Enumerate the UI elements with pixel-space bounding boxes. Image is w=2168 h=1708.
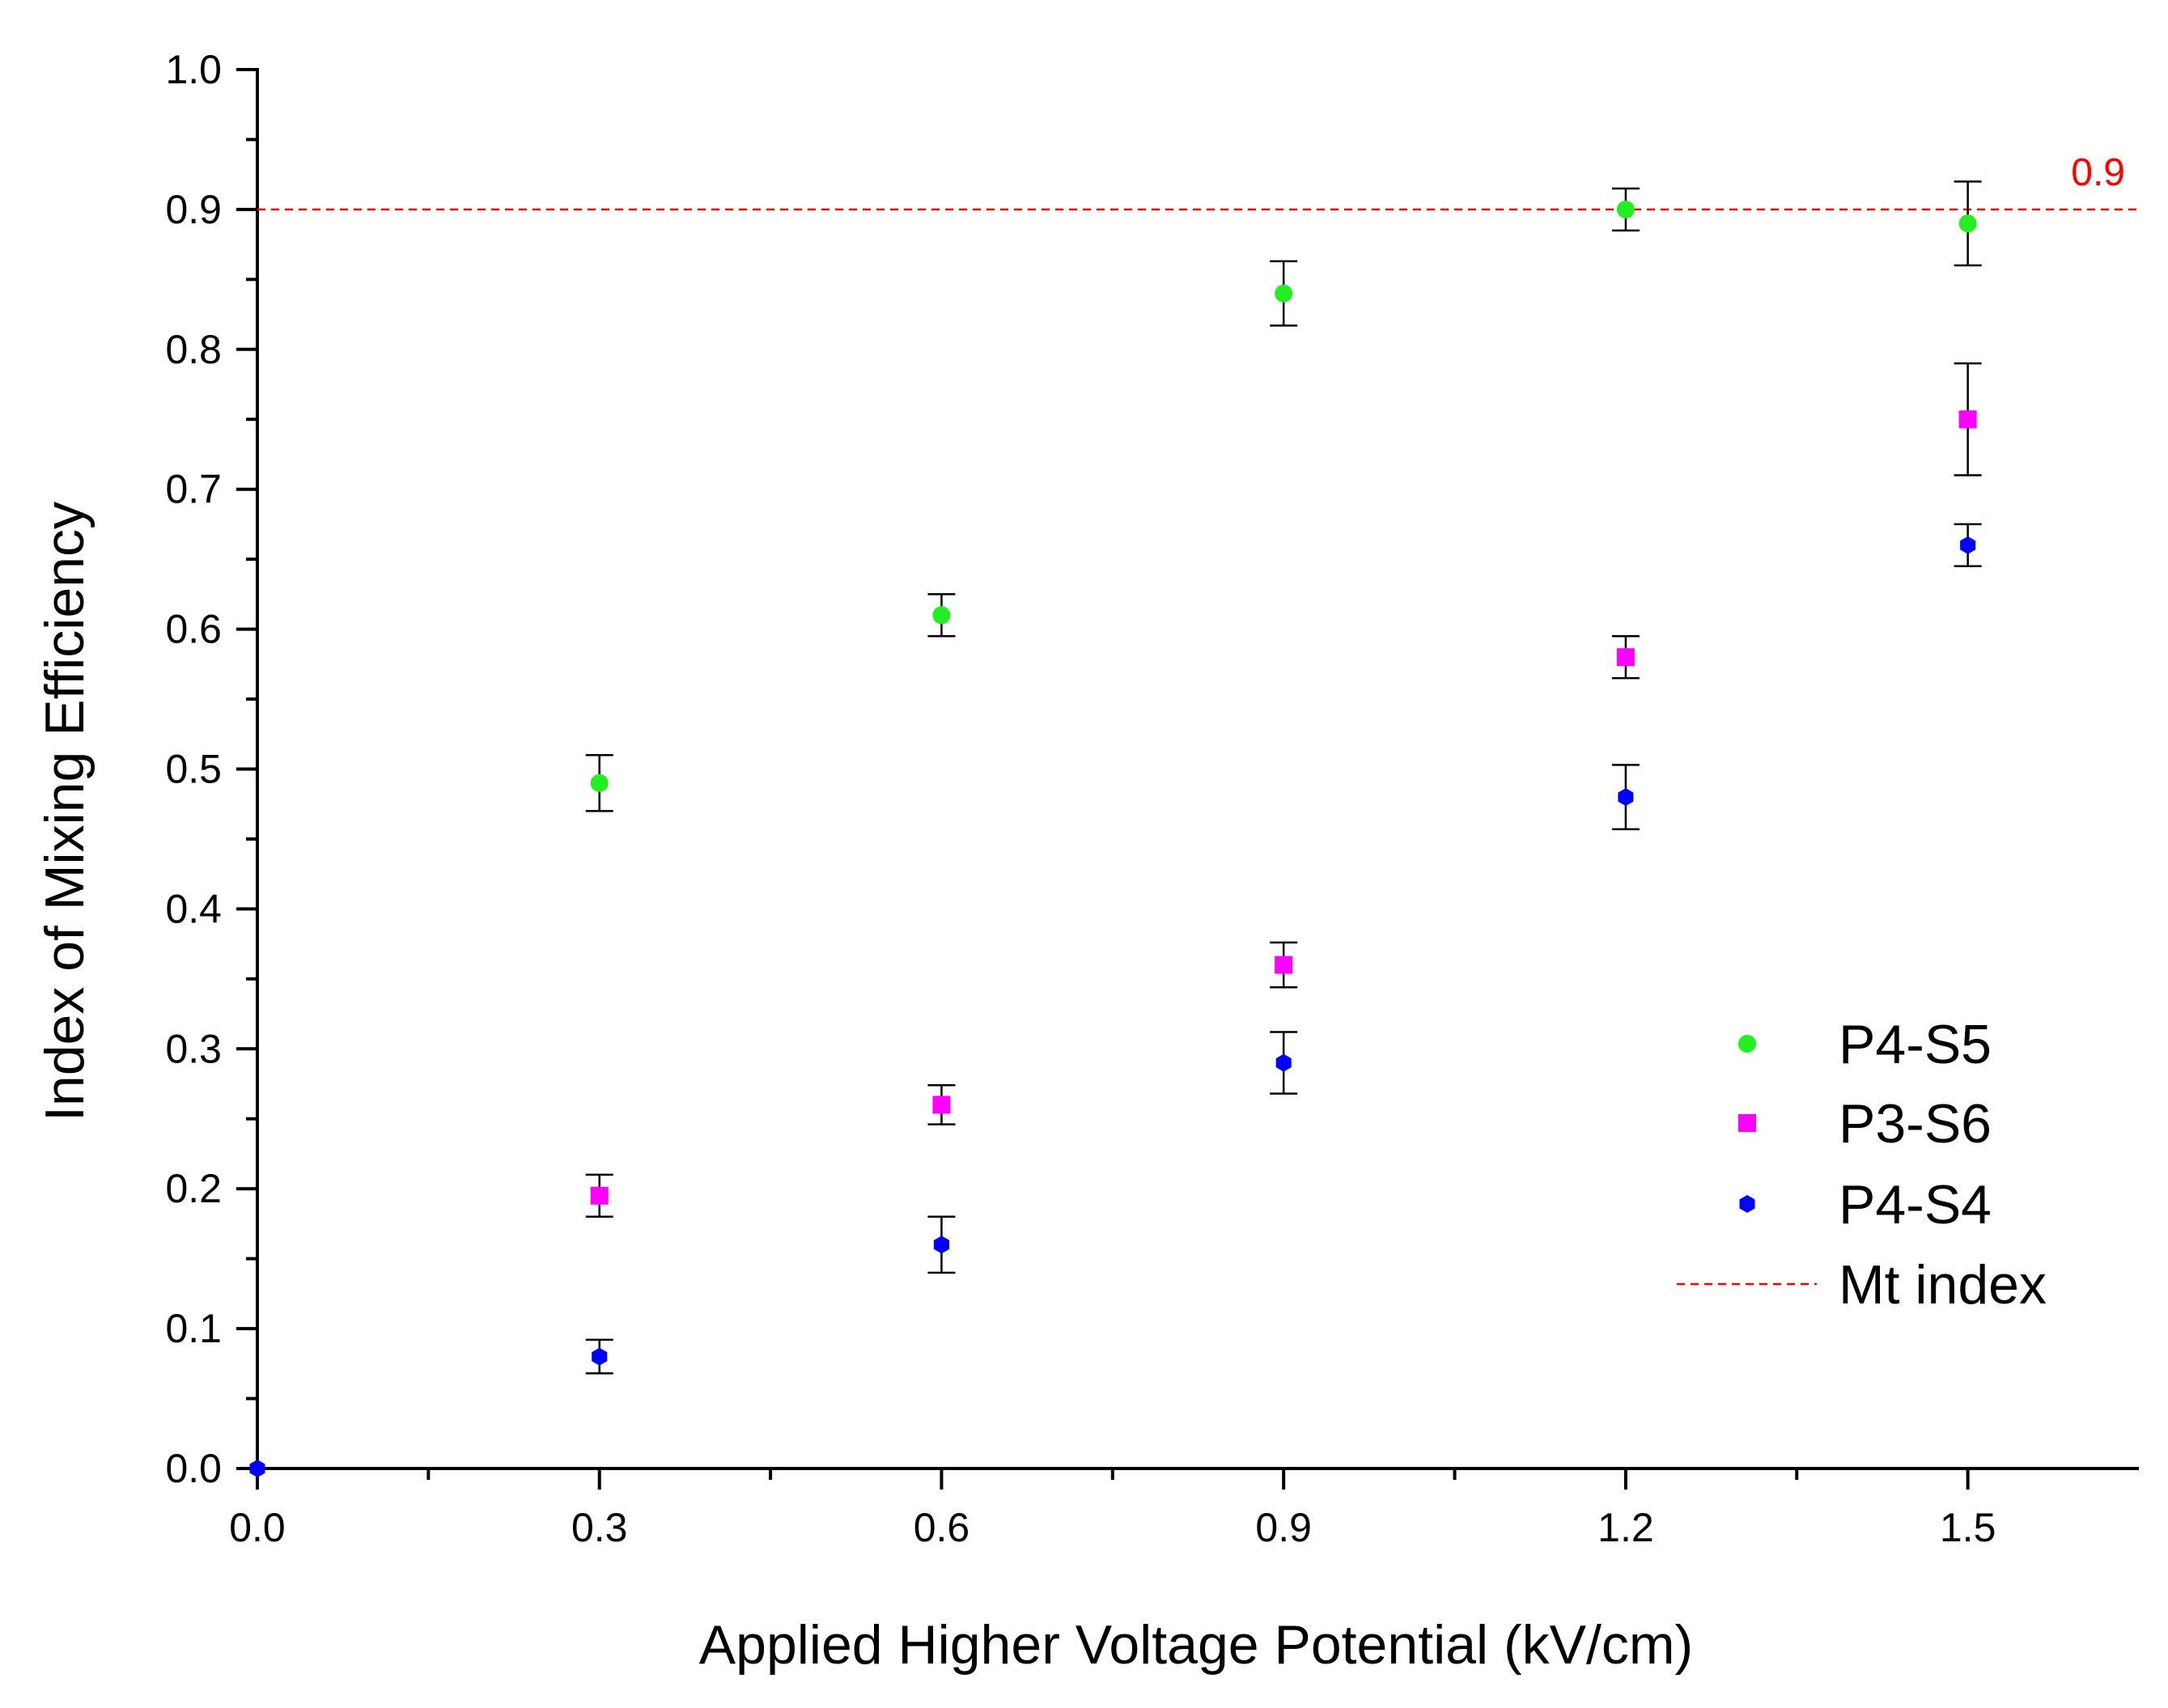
data-point-p4-s5 (1275, 284, 1293, 303)
x-tick-label: 0.0 (229, 1505, 286, 1550)
legend-label-p4-s4: P4-S4 (1839, 1174, 1992, 1235)
data-point-p3-s6 (1616, 648, 1635, 667)
y-tick-label: 0.1 (165, 1306, 222, 1351)
x-tick-label: 0.9 (1255, 1505, 1312, 1550)
data-point-p4-s4 (933, 1235, 949, 1254)
y-tick-label: 1.0 (165, 47, 222, 92)
y-tick-label: 0.3 (165, 1026, 222, 1071)
x-tick-label: 1.2 (1597, 1505, 1654, 1550)
legend-marker-p3-s6 (1738, 1114, 1756, 1132)
y-tick-label: 0.5 (165, 747, 222, 792)
y-tick-label: 0.0 (165, 1446, 222, 1491)
y-tick-label: 0.9 (165, 187, 222, 232)
reference-line-value-label: 0.9 (2071, 151, 2125, 194)
data-point-p3-s6 (932, 1096, 951, 1114)
data-point-p3-s6 (1958, 410, 1977, 429)
data-point-p4-s5 (1616, 200, 1635, 218)
data-point-p4-s5 (1958, 214, 1977, 233)
data-point-p4-s4 (1960, 536, 1976, 554)
y-tick-label: 0.6 (165, 607, 222, 652)
reference-line-layer: 0.9 (257, 151, 2139, 211)
error-bars-layer (585, 180, 1982, 1375)
y-tick-label: 0.4 (165, 886, 222, 931)
data-point-p4-s5 (590, 773, 609, 792)
legend-label-mt-index: Mt index (1839, 1254, 2047, 1316)
data-point-p4-s4 (592, 1347, 608, 1366)
x-axis-title: Applied Higher Voltage Potential (kV/cm) (699, 1614, 1693, 1676)
legend-label-p3-s6: P3-S6 (1839, 1093, 1992, 1155)
x-tick-label: 0.6 (914, 1505, 970, 1550)
y-tick-label: 0.7 (165, 467, 222, 512)
y-tick-label: 0.2 (165, 1166, 222, 1211)
data-point-p4-s4 (1618, 788, 1634, 807)
data-point-p3-s6 (1275, 956, 1293, 974)
legend: P4-S5 P3-S6 P4-S4 Mt index (1677, 1014, 2047, 1316)
legend-marker-p4-s4 (1739, 1195, 1755, 1213)
data-point-p3-s6 (590, 1186, 609, 1205)
data-point-p4-s4 (1275, 1053, 1292, 1072)
data-point-p4-s5 (932, 606, 951, 625)
legend-label-p4-s5: P4-S5 (1839, 1014, 1992, 1075)
x-tick-label: 0.3 (571, 1505, 628, 1550)
x-tick-label: 1.5 (1940, 1505, 1996, 1550)
data-points-layer (249, 200, 1977, 1477)
axes-layer: 0.0 0.1 0.2 0.3 0.4 0.5 0.6 0.7 0.8 0.9 1.0 0.0 0.3 0… (165, 47, 2139, 1550)
y-tick-label: 0.8 (165, 327, 222, 372)
y-axis-title: Index of Mixing Efficiency (34, 502, 95, 1121)
data-point-p4-s4 (249, 1460, 265, 1477)
legend-marker-p4-s5 (1738, 1035, 1756, 1053)
